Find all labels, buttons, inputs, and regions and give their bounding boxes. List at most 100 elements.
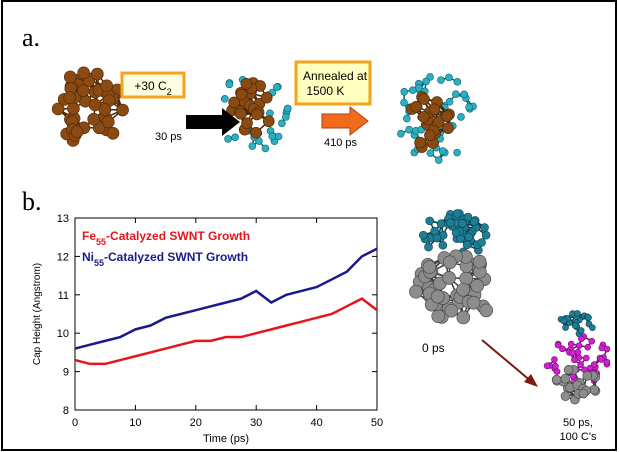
atom	[424, 242, 433, 252]
atom	[445, 73, 453, 82]
atom	[283, 104, 292, 113]
atom	[422, 260, 437, 274]
atom	[469, 217, 479, 227]
atom	[567, 340, 575, 348]
atom	[278, 119, 286, 128]
atom	[400, 87, 409, 96]
atom	[571, 322, 579, 329]
plot-area	[74, 217, 378, 411]
atom	[224, 135, 232, 143]
y-tick-label: 8	[63, 405, 69, 417]
atom	[453, 78, 462, 86]
atom	[479, 303, 494, 318]
y-tick-label: 12	[57, 251, 69, 263]
atom	[603, 345, 611, 353]
atom	[268, 132, 277, 141]
x-tick-label: 0	[72, 417, 78, 429]
atom	[442, 271, 456, 285]
atom	[106, 126, 120, 140]
atom	[261, 144, 270, 153]
arrow-head	[524, 374, 538, 387]
atom	[425, 216, 435, 226]
x-tick-label: 50	[371, 417, 383, 429]
atom	[578, 388, 589, 399]
atom	[262, 115, 275, 128]
atom	[418, 93, 430, 105]
atom	[552, 362, 559, 370]
atom	[460, 90, 468, 99]
atom	[240, 78, 253, 90]
atom	[444, 303, 459, 318]
time-label: 0 ps	[422, 341, 445, 355]
atom	[273, 83, 281, 91]
step-box	[294, 60, 372, 106]
atom	[456, 282, 470, 297]
atom	[571, 356, 578, 364]
atom	[438, 147, 447, 155]
y-tick-label: 11	[58, 290, 69, 302]
atom	[414, 136, 426, 149]
atom	[400, 98, 408, 107]
arrow	[481, 339, 533, 383]
panel-label: b.	[22, 187, 42, 216]
atom	[462, 240, 472, 250]
time-label: 410 ps	[324, 137, 358, 149]
x-tick-label: 30	[250, 417, 262, 429]
atom	[452, 90, 460, 99]
atom	[598, 356, 605, 363]
atom	[424, 129, 436, 142]
atom	[453, 148, 461, 157]
atom	[560, 391, 571, 401]
atom	[250, 126, 262, 139]
atom	[116, 103, 129, 117]
time-label: 100 C's	[560, 431, 597, 443]
atom	[551, 356, 558, 363]
data-line	[74, 247, 378, 350]
atom	[543, 362, 551, 370]
atom	[87, 112, 101, 126]
time-label: 50 ps,	[563, 417, 593, 429]
atom	[405, 125, 413, 134]
atom	[569, 349, 576, 357]
atom	[432, 233, 442, 243]
atom	[228, 96, 240, 109]
atom	[260, 91, 273, 104]
atom	[225, 80, 234, 89]
atom	[248, 142, 257, 150]
atom	[464, 232, 474, 242]
atom	[470, 279, 484, 293]
atom	[551, 374, 562, 385]
y-tick-label: 13	[57, 213, 69, 225]
atom	[452, 209, 462, 218]
atom	[231, 133, 239, 142]
atom	[563, 365, 574, 375]
atom	[553, 368, 561, 375]
atom	[472, 254, 487, 269]
atom	[409, 284, 423, 299]
atom	[410, 100, 422, 113]
atom	[582, 354, 590, 362]
atom	[241, 117, 253, 129]
chart: 8 9 10 11 12 13 0 10 20 30 40 50 Time (ps) Cap Height…	[32, 213, 383, 445]
molecules	[51, 66, 611, 405]
y-tick-label: 10	[57, 328, 69, 340]
atom	[589, 324, 596, 331]
atom	[251, 108, 263, 121]
atom	[282, 113, 290, 121]
atom	[585, 314, 592, 321]
atom	[235, 88, 248, 101]
atom	[397, 129, 405, 138]
step-box	[120, 71, 186, 99]
atom	[438, 240, 448, 250]
atom	[77, 84, 90, 97]
atom	[562, 324, 569, 331]
atom	[463, 212, 473, 222]
atom	[51, 102, 65, 116]
atom	[98, 103, 112, 116]
atom	[574, 310, 581, 317]
atom	[63, 91, 77, 105]
atom	[480, 223, 489, 232]
atom	[477, 238, 486, 247]
atom	[442, 122, 454, 134]
